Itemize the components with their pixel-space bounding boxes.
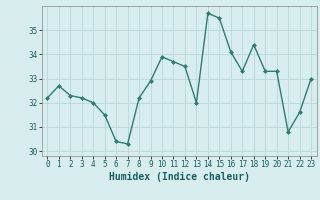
X-axis label: Humidex (Indice chaleur): Humidex (Indice chaleur) xyxy=(109,172,250,182)
